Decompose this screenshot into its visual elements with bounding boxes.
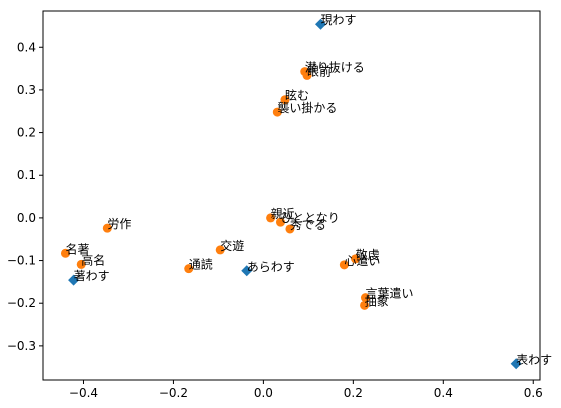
x-tick-label: −0.4 (69, 386, 98, 400)
y-tick-label: −0.3 (7, 339, 36, 353)
data-point-diamond (241, 265, 253, 277)
point-label: ひととなり (280, 211, 339, 225)
point-label: 心遣い (344, 253, 380, 268)
data-point-circle (184, 264, 194, 274)
y-tick-label: 0.1 (17, 168, 36, 182)
y-tick-label: 0.3 (17, 83, 36, 97)
y-tick-label: 0.4 (17, 40, 36, 54)
point-label: 著わす (74, 269, 110, 283)
data-point-circle (351, 254, 361, 264)
point-label: 交遊 (220, 238, 244, 253)
point-label: 表わす (516, 353, 552, 367)
point-label: 眼前 (307, 63, 331, 78)
point-label: 通読 (189, 257, 213, 272)
point-label: 秀でる (290, 218, 326, 232)
point-label: 襲い掛かる (277, 100, 337, 115)
data-point-circle (302, 70, 312, 80)
data-point-circle (275, 217, 285, 227)
point-label: 眩む (285, 88, 309, 103)
point-label: 名著 (65, 241, 89, 256)
data-point-circle (272, 107, 282, 117)
data-point-circle (360, 293, 370, 303)
y-tick-label: 0.2 (17, 126, 36, 140)
data-point-circle (215, 245, 225, 255)
point-label: 親近 (271, 207, 295, 221)
point-label: 敬虔 (356, 248, 380, 262)
plot-frame (42, 10, 541, 381)
point-label: 潜り抜ける (305, 61, 365, 75)
data-point-circle (60, 248, 70, 258)
point-label: 現わす (321, 13, 357, 27)
data-point-circle (360, 300, 370, 310)
y-tick-label: −0.1 (7, 254, 36, 268)
data-point-circle (266, 213, 276, 223)
data-point-circle (339, 260, 349, 270)
x-tick-label: 0.0 (254, 386, 273, 400)
point-label: 労作 (107, 217, 131, 231)
x-tick-label: 0.6 (524, 386, 543, 400)
x-tick-label: 0.4 (434, 386, 453, 400)
point-label: あらわす (247, 260, 295, 274)
data-point-diamond (68, 274, 80, 286)
data-point-circle (280, 95, 290, 105)
axes: −0.4 −0.2 0.0 0.2 0.4 0.6 −0.3 −0.2 −0.1 0.0 0.1 0.… (7, 40, 543, 400)
data-point-circle (76, 259, 86, 269)
y-tick-label: 0.0 (17, 211, 36, 225)
data-point-diamond (315, 18, 327, 30)
data-point-diamond (510, 358, 522, 370)
point-label: 抽象 (365, 294, 389, 308)
x-tick-label: 0.2 (344, 386, 363, 400)
point-label: 言葉遣い (365, 286, 413, 301)
data-point-circle (102, 223, 112, 233)
data-point-circle (285, 224, 295, 234)
point-label: 高名 (81, 252, 105, 267)
x-tick-label: −0.2 (159, 386, 188, 400)
y-tick-label: −0.2 (7, 296, 36, 310)
